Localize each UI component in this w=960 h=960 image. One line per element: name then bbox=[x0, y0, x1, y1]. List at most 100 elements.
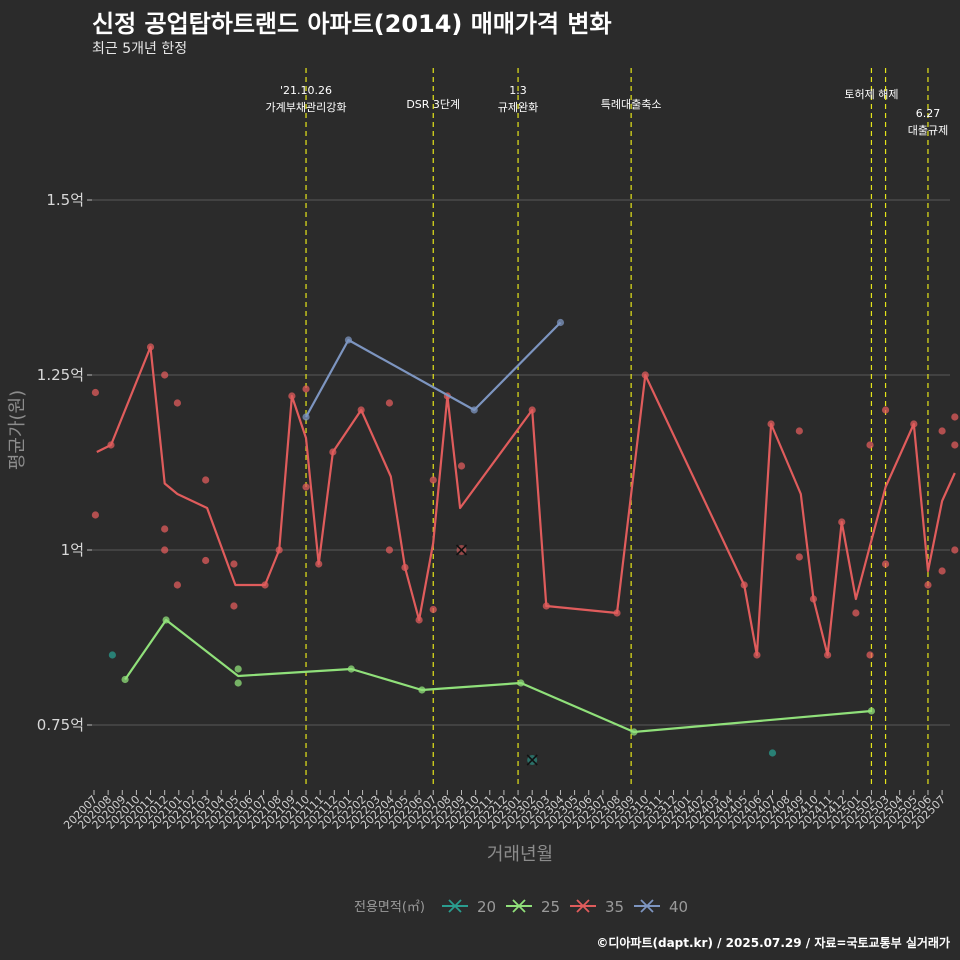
event-label: 6.27 bbox=[916, 107, 941, 120]
y-tick-label: 0.75억 bbox=[37, 716, 84, 734]
data-point bbox=[924, 581, 932, 589]
series-25 bbox=[121, 616, 876, 736]
data-point bbox=[881, 560, 890, 568]
data-point bbox=[867, 707, 876, 715]
data-point bbox=[768, 749, 777, 757]
data-point bbox=[542, 602, 550, 610]
series-line bbox=[124, 618, 872, 734]
y-tick-label: 1.25억 bbox=[37, 366, 84, 384]
legend-label: 35 bbox=[605, 898, 624, 916]
data-point bbox=[329, 448, 337, 456]
data-point bbox=[230, 602, 238, 610]
y-axis-title: 평균가(원) bbox=[7, 390, 28, 470]
cross-marker bbox=[455, 544, 468, 556]
chart-title: 신정 공업탑하트랜드 아파트(2014) 매매가격 변화 bbox=[92, 10, 612, 38]
data-point bbox=[121, 675, 129, 684]
data-point bbox=[234, 665, 242, 673]
data-point bbox=[517, 679, 525, 687]
data-point bbox=[173, 399, 181, 407]
data-point bbox=[91, 388, 100, 397]
data-point bbox=[795, 427, 803, 435]
data-point bbox=[641, 371, 649, 379]
data-point bbox=[740, 581, 748, 589]
y-tick-label: 1.5억 bbox=[46, 191, 84, 209]
legend-item-20: 20 bbox=[442, 898, 496, 916]
data-point bbox=[302, 483, 310, 491]
legend-label: 40 bbox=[669, 898, 688, 916]
data-point bbox=[344, 336, 353, 344]
data-point bbox=[173, 581, 181, 589]
legend-item-35: 35 bbox=[570, 898, 624, 916]
data-point bbox=[852, 609, 860, 617]
series-35 bbox=[91, 343, 959, 659]
chart-caption: ©디아파트(dapt.kr) / 2025.07.29 / 자료=국토교통부 실… bbox=[596, 936, 950, 950]
data-point bbox=[938, 567, 946, 575]
data-point bbox=[275, 546, 283, 554]
data-point bbox=[767, 420, 775, 428]
data-point bbox=[288, 392, 296, 400]
data-point bbox=[866, 441, 874, 449]
legend-item-40: 40 bbox=[634, 898, 688, 916]
event-label: 특례대출축소 bbox=[601, 98, 662, 111]
chart-subtitle: 최근 5개년 한정 bbox=[92, 41, 188, 57]
data-point bbox=[613, 609, 621, 617]
data-point bbox=[161, 371, 169, 379]
series-20 bbox=[108, 651, 777, 766]
data-point bbox=[357, 406, 365, 414]
y-axis: 0.75억 1억 1.25억 1.5억 bbox=[37, 191, 92, 734]
data-point bbox=[91, 511, 100, 519]
data-point bbox=[108, 651, 116, 659]
event-label: '21.10.26 bbox=[280, 84, 332, 97]
data-point bbox=[415, 616, 423, 624]
data-point bbox=[202, 476, 210, 484]
event-label: 대출규제 bbox=[908, 124, 948, 137]
data-point bbox=[385, 546, 394, 554]
data-point bbox=[429, 605, 437, 614]
data-point bbox=[866, 651, 874, 659]
legend-key-cross bbox=[448, 899, 462, 913]
legend-item-25: 25 bbox=[506, 898, 560, 916]
legend-key-cross bbox=[576, 899, 590, 913]
y-tick-label: 1억 bbox=[61, 541, 84, 559]
cross-marker bbox=[526, 754, 538, 766]
data-point bbox=[385, 399, 394, 407]
data-point bbox=[302, 413, 310, 421]
data-point bbox=[938, 427, 946, 435]
legend: 전용면적(㎡) 20 25 35 40 bbox=[354, 898, 688, 916]
event-label: 1.3 bbox=[509, 84, 527, 97]
data-point bbox=[838, 518, 846, 526]
data-point bbox=[457, 462, 466, 470]
data-point bbox=[753, 651, 761, 659]
data-point bbox=[951, 546, 959, 554]
data-point bbox=[881, 406, 890, 414]
event-layer: '21.10.26 가계부채관리강화 DSR 3단계 1.3 규제완화 특례대출축소 토허제… bbox=[266, 68, 948, 788]
legend-label: 20 bbox=[477, 898, 496, 916]
data-point bbox=[302, 385, 310, 393]
data-point bbox=[261, 581, 269, 589]
legend-label: 25 bbox=[541, 898, 560, 916]
data-point bbox=[951, 413, 959, 421]
data-point bbox=[230, 560, 238, 568]
x-axis: 2020072020082020092020102020112020122021… bbox=[61, 790, 948, 832]
event-label: DSR 3단계 bbox=[406, 98, 460, 111]
data-point bbox=[234, 679, 242, 687]
data-point bbox=[161, 546, 169, 554]
data-point bbox=[429, 476, 437, 484]
data-point bbox=[162, 616, 170, 624]
event-label: 토허제 해제 bbox=[844, 87, 898, 101]
data-point bbox=[809, 595, 818, 603]
data-point bbox=[161, 525, 169, 533]
data-point bbox=[418, 686, 426, 694]
data-point bbox=[824, 651, 832, 659]
data-point bbox=[347, 665, 355, 673]
data-point bbox=[951, 441, 959, 449]
data-point bbox=[470, 406, 478, 414]
data-point bbox=[795, 553, 803, 561]
series-40 bbox=[302, 318, 565, 421]
data-point bbox=[202, 556, 210, 565]
data-point bbox=[910, 420, 918, 428]
series-line bbox=[305, 321, 562, 418]
legend-title: 전용면적(㎡) bbox=[354, 900, 425, 915]
data-point bbox=[528, 406, 536, 414]
